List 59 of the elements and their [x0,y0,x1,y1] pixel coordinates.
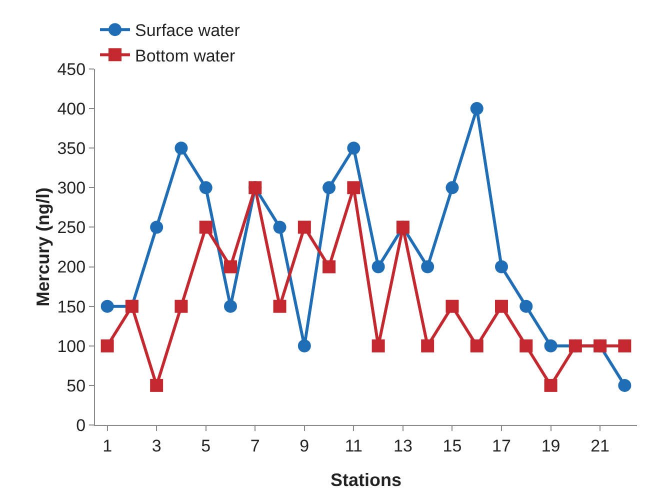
y-tick-label: 300 [57,178,86,198]
point [520,300,533,313]
x-tick-label: 1 [102,436,112,456]
point [470,339,484,352]
point [100,339,114,352]
x-tick-label: 13 [393,436,412,456]
point [199,220,212,234]
point [421,260,434,274]
point [544,339,558,352]
point [298,220,311,234]
y-tick-label: 100 [57,336,86,356]
point [224,260,237,274]
point [446,181,459,194]
y-axis-title: Mercury (ng/l) [33,187,53,307]
point [372,260,385,274]
point [100,300,114,313]
point [298,339,311,352]
x-tick-label: 17 [492,436,511,456]
point [174,300,188,313]
y-tick-label: 50 [66,376,86,396]
point [150,378,164,392]
y-tick-label: 250 [57,218,86,238]
legend-label: Surface water [135,21,240,40]
legend-label: Bottom water [135,46,236,66]
y-tick-label: 350 [57,139,86,158]
point [224,300,237,313]
point [347,142,360,155]
y-tick-label: 400 [57,100,86,119]
point [372,339,385,352]
x-tick-label: 3 [152,436,162,456]
x-axis-title: Stations [330,470,402,490]
point [421,339,434,352]
point [544,378,558,392]
x-tick-label: 19 [541,436,560,456]
y-tick-label: 450 [57,60,86,79]
point [347,181,360,194]
point [495,300,508,313]
y-tick-label: 150 [57,297,86,316]
point [495,260,508,274]
point [174,142,188,155]
point [470,102,484,116]
point [446,300,459,313]
x-tick-label: 21 [590,436,610,456]
x-tick-label: 15 [442,436,462,456]
x-tick-label: 5 [201,436,211,456]
point [273,220,286,234]
point [322,260,336,274]
y-tick-label: 0 [76,416,86,435]
point [520,339,533,352]
x-tick-label: 7 [250,436,260,456]
point [618,339,632,352]
point [150,220,164,234]
point [273,300,286,313]
point [618,378,632,392]
y-tick-label: 200 [57,258,86,277]
point [322,181,336,194]
x-tick-label: 11 [344,436,363,456]
point [199,181,212,194]
x-tick-label: 9 [300,436,310,456]
